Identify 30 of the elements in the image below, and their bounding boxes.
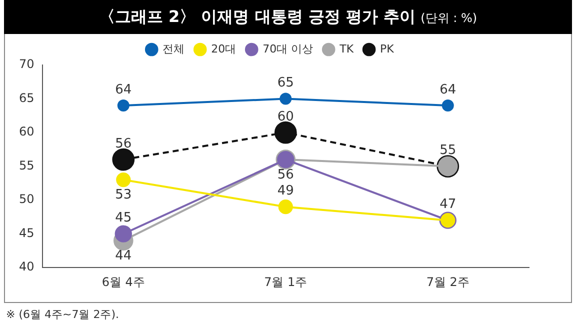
legend-label: 70대 이상 <box>262 42 314 56</box>
data-label: 64 <box>115 82 132 98</box>
data-label: 56 <box>277 167 294 182</box>
y-tick-label: 65 <box>18 90 34 105</box>
chart-subtitle: (단위 : %) <box>420 11 478 25</box>
chart-title: 〈그래프 2〉 이재명 대통령 긍정 평가 추이 <box>98 7 416 26</box>
legend-label: TK <box>338 42 354 56</box>
x-tick-label: 7월 2주 <box>426 274 470 289</box>
data-label: 56 <box>115 136 132 152</box>
y-tick-label: 50 <box>18 192 34 206</box>
legend-label: 20대 <box>211 42 236 56</box>
data-label: 44 <box>115 248 132 264</box>
y-tick-label: 40 <box>18 260 34 274</box>
y-tick-label: 70 <box>18 57 34 72</box>
data-label: 65 <box>277 76 294 91</box>
data-label: 53 <box>115 188 132 203</box>
legend-label: PK <box>380 42 395 56</box>
text: ※ (6월 4주~7월 2주). <box>6 307 120 322</box>
x-tick-label: 7월 1주 <box>264 274 308 289</box>
y-tick-label: 45 <box>18 226 34 240</box>
data-label: 55 <box>440 143 456 158</box>
data-label: 49 <box>277 184 294 199</box>
data-label: 47 <box>440 197 456 212</box>
data-label: 60 <box>277 109 294 124</box>
data-label: 64 <box>440 82 456 98</box>
y-tick-label: 60 <box>18 124 34 139</box>
y-tick-label: 55 <box>18 158 34 172</box>
legend-label: 전체 <box>162 42 185 56</box>
x-tick-label: 6월 4주 <box>102 274 145 289</box>
data-label: 45 <box>115 210 132 226</box>
